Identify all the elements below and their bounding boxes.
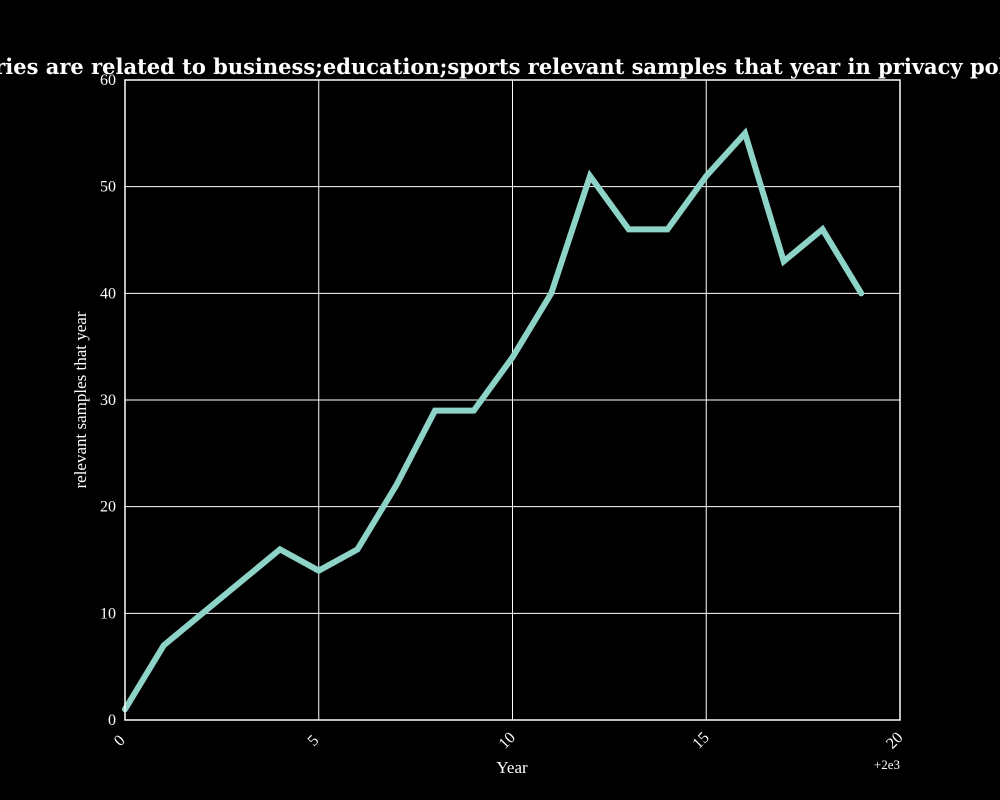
x-tick-label-4: 20: [883, 729, 906, 752]
y-tick-label-2: 20: [100, 499, 116, 516]
y-tick-label-5: 50: [100, 179, 116, 196]
x-tick-labels: 0 5 10 15 20: [111, 729, 907, 752]
x-offset-label: +2e3: [874, 757, 900, 772]
x-tick-label-3: 15: [689, 729, 712, 752]
y-tick-label-3: 30: [100, 392, 116, 409]
grid-lines: [124, 79, 901, 721]
y-tick-labels: 0 10 20 30 40 50 60: [100, 72, 116, 729]
x-tick-label-1: 5: [305, 732, 323, 750]
y-tick-label-4: 40: [100, 285, 116, 302]
series-line-0: [122, 127, 865, 713]
y-tick-label-6: 60: [100, 72, 116, 89]
y-tick-label-0: 0: [108, 712, 116, 729]
y-tick-label-1: 10: [100, 605, 116, 622]
series-layer: [122, 127, 865, 713]
chart-title: when categories are related to business;…: [0, 54, 1000, 79]
x-axis-label: Year: [496, 758, 528, 777]
plot-frame: [124, 79, 901, 721]
x-tick-label-2: 10: [496, 729, 519, 752]
y-axis-label: relevant samples that year: [71, 311, 90, 488]
x-tick-label-0: 0: [111, 732, 129, 750]
